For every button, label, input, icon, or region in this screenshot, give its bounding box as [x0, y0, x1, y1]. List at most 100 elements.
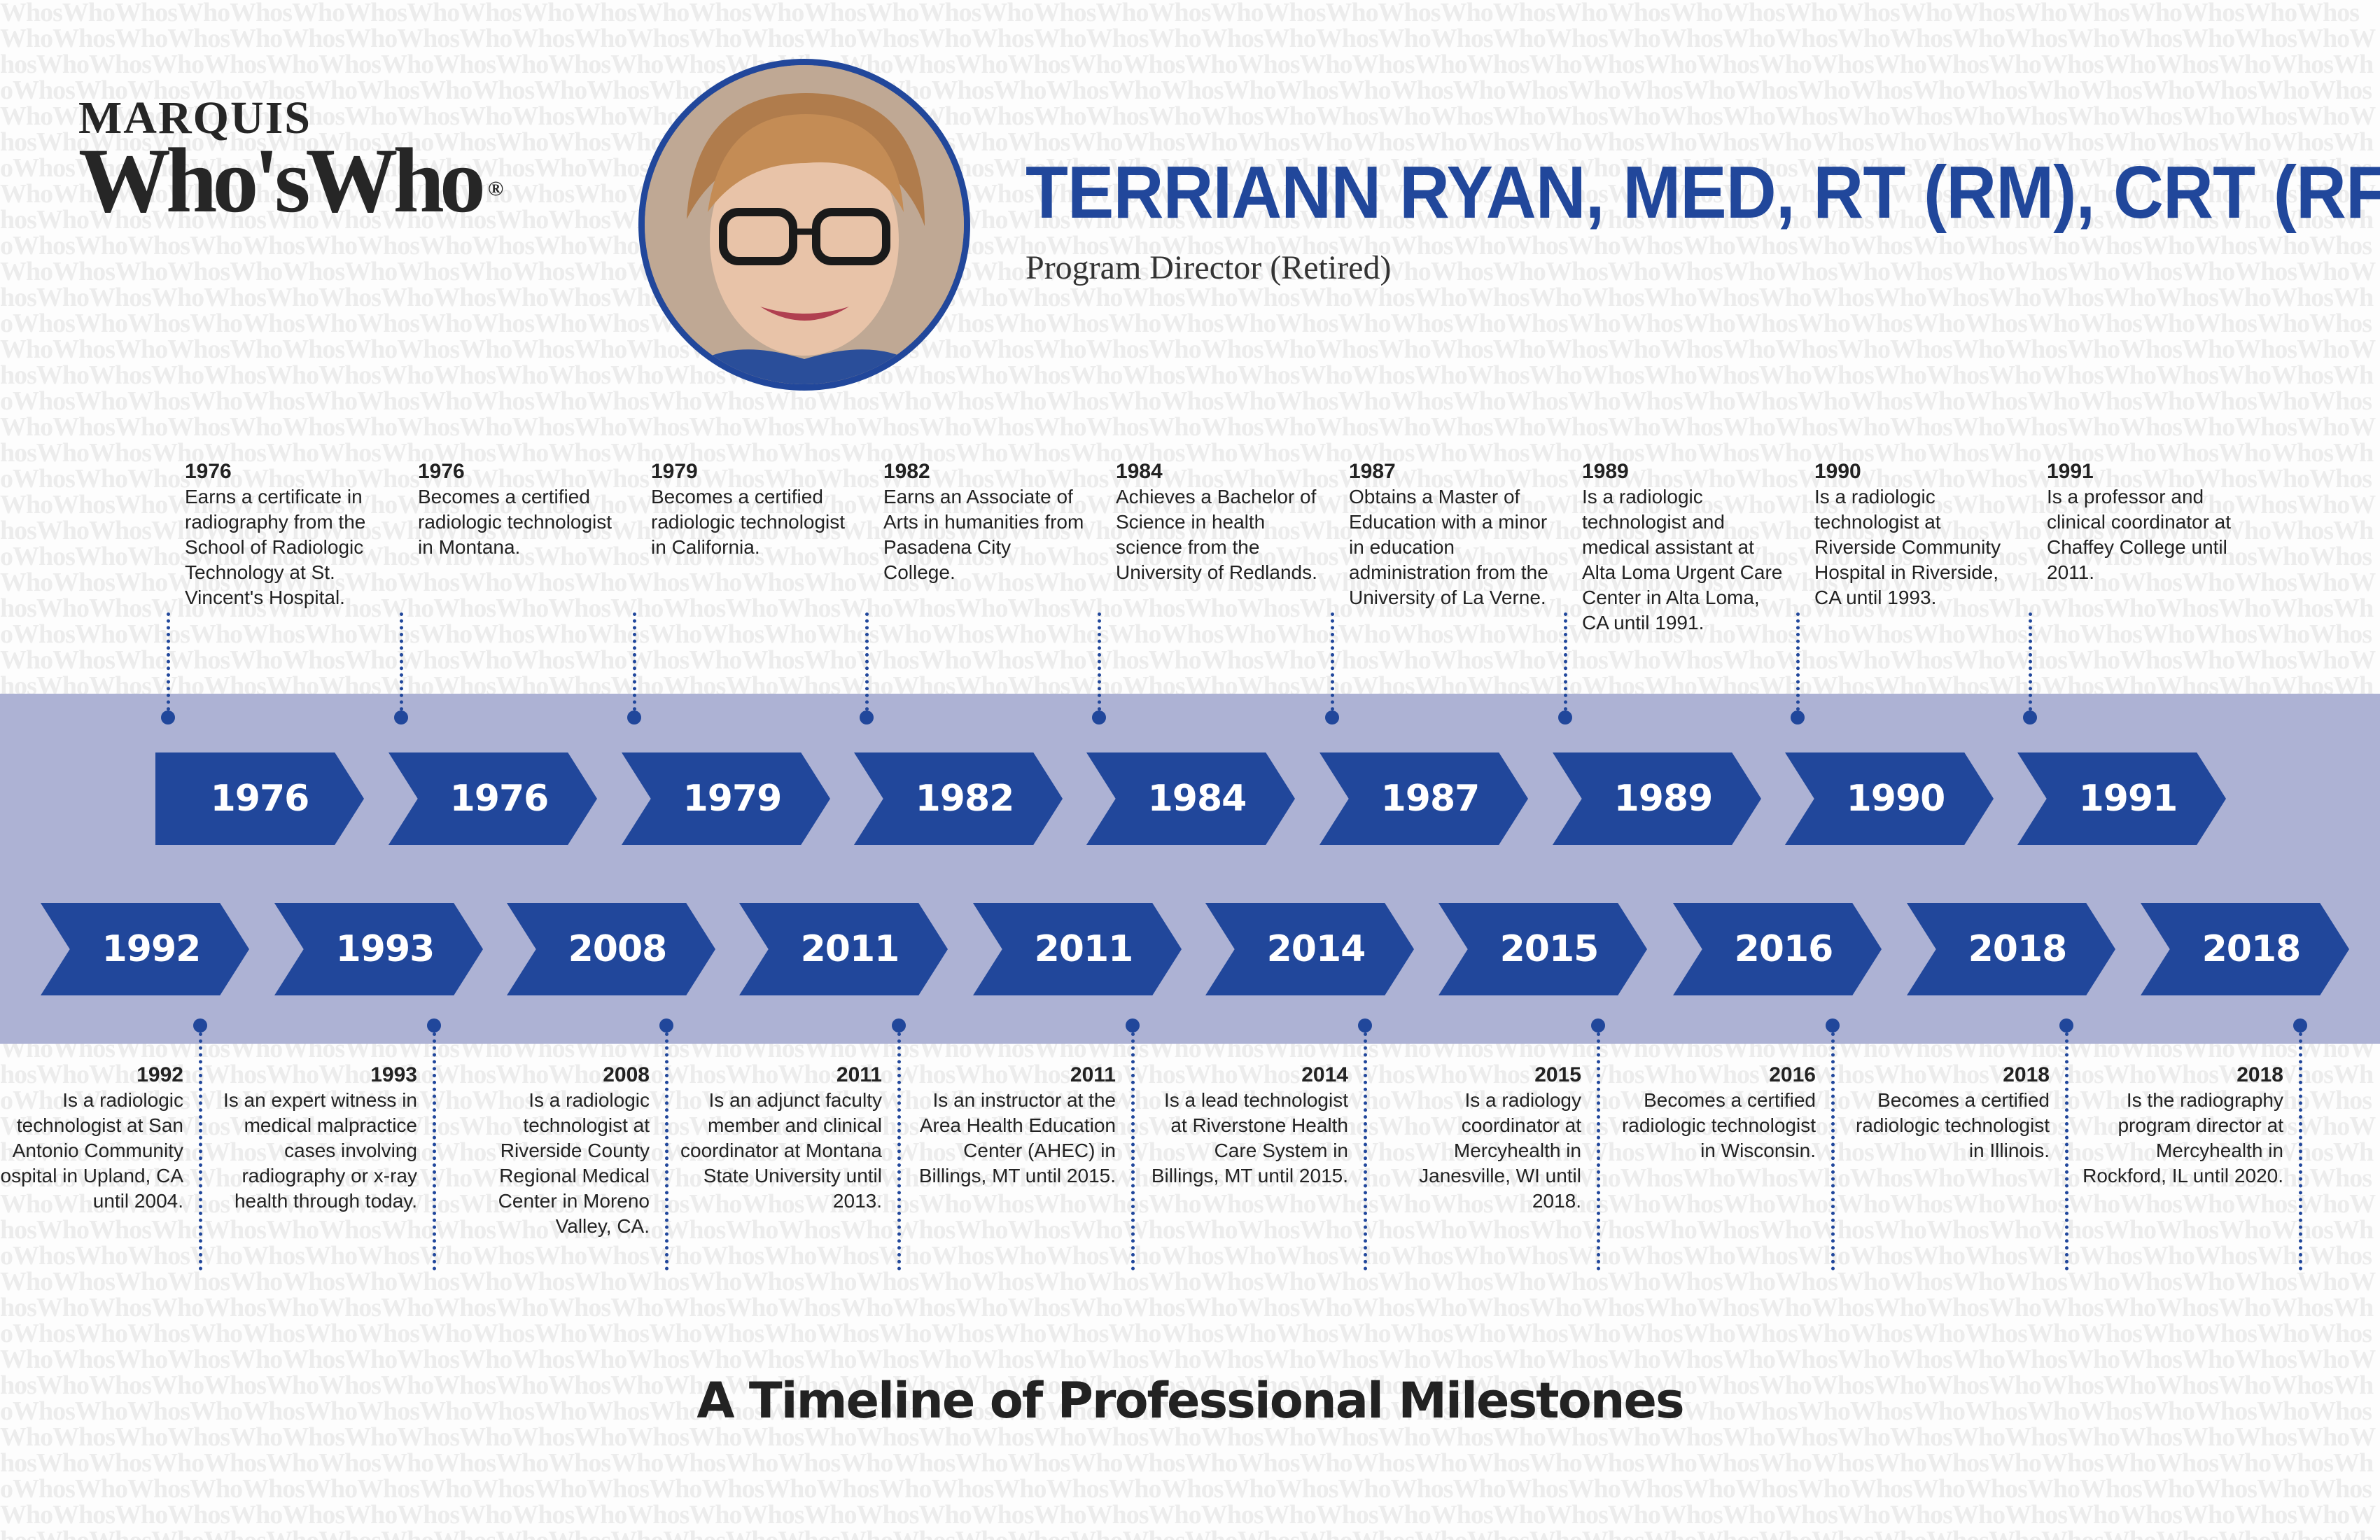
milestone-text: Is a professor and clinical coordinator … — [2047, 486, 2232, 583]
timeline-chevron-bottom: 1992 — [41, 903, 249, 995]
milestone-text: Is an instructor at the Area Health Educ… — [918, 1089, 1116, 1186]
connector-dot — [427, 1018, 441, 1032]
connector-dot — [1126, 1018, 1140, 1032]
milestone-text: Is a radiologic technologist at San Anto… — [0, 1089, 183, 1212]
milestone-year: 1990 — [1814, 460, 1861, 483]
milestone-year: 2018 — [2003, 1063, 2050, 1086]
timeline-chevron-bottom: 2014 — [1205, 903, 1414, 995]
milestone-entry: 2015 Is a radiology coordinator at Mercyh… — [1378, 1063, 1581, 1214]
milestone-entry: 1979 Becomes a certified radiologic techn… — [651, 459, 854, 560]
connector-dot — [1826, 1018, 1840, 1032]
connector-dot — [627, 710, 641, 724]
connector-line — [400, 612, 403, 718]
connector-line — [865, 612, 869, 718]
milestone-entry: 1987 Obtains a Master of Education with a… — [1349, 459, 1552, 610]
milestone-text: Is a lead technologist at Riverstone Hea… — [1151, 1089, 1348, 1186]
milestone-year: 1987 — [1349, 460, 1396, 483]
milestone-entry: 2011 Is an instructor at the Area Health … — [913, 1063, 1116, 1189]
milestone-entry: 1992 Is a radiologic technologist at San … — [0, 1063, 183, 1214]
milestone-year: 1989 — [1582, 460, 1629, 483]
connector-dot — [1591, 1018, 1605, 1032]
connector-dot — [1092, 710, 1106, 724]
milestone-year: 2014 — [1301, 1063, 1348, 1086]
milestone-text: Becomes a certified radiologic technolog… — [1621, 1089, 1816, 1161]
timeline-chevron-bottom: 2011 — [739, 903, 948, 995]
milestone-text: Becomes a certified radiologic technolog… — [418, 486, 612, 558]
connector-dot — [193, 1018, 207, 1032]
milestone-text: Is the radiography program director at M… — [2082, 1089, 2283, 1186]
milestone-entry: 1976 Becomes a certified radiologic techn… — [418, 459, 621, 560]
timeline-chevron-top: 1979 — [622, 752, 830, 845]
connector-line — [633, 612, 636, 718]
milestone-text: Achieves a Bachelor of Science in health… — [1116, 486, 1317, 583]
milestone-text: Is an adjunct faculty member and clinica… — [680, 1089, 882, 1212]
connector-dot — [2023, 710, 2037, 724]
portrait-image — [645, 65, 964, 384]
milestone-year: 2011 — [1070, 1063, 1116, 1086]
timeline-chevron-top: 1976 — [155, 752, 364, 845]
connector-line — [897, 1032, 901, 1270]
milestone-entry: 2014 Is a lead technologist at Riverstone… — [1145, 1063, 1348, 1189]
milestone-entry: 1984 Achieves a Bachelor of Science in he… — [1116, 459, 1319, 585]
connector-dot — [2293, 1018, 2307, 1032]
timeline-chevron-bottom: 2018 — [2141, 903, 2349, 995]
connector-line — [1597, 1032, 1600, 1270]
milestone-year: 2011 — [836, 1063, 882, 1086]
milestone-year: 2018 — [2236, 1063, 2283, 1086]
milestone-year: 1992 — [136, 1063, 183, 1086]
milestone-text: Is a radiology coordinator at Mercyhealt… — [1419, 1089, 1581, 1212]
milestone-year: 1976 — [418, 460, 465, 483]
timeline-chevron-top: 1982 — [854, 752, 1063, 845]
milestone-entry: 2008 Is a radiologic technologist at Rive… — [447, 1063, 650, 1239]
connector-line — [433, 1032, 436, 1270]
connector-dot — [659, 1018, 673, 1032]
milestone-entry: 1982 Earns an Associate of Arts in humani… — [883, 459, 1086, 585]
milestone-text: Is a radiologic technologist at Riversid… — [498, 1089, 650, 1237]
timeline-chevron-top: 1991 — [2017, 752, 2226, 845]
timeline-chevron-top: 1984 — [1086, 752, 1295, 845]
milestone-entry: 2011 Is an adjunct faculty member and cli… — [679, 1063, 882, 1214]
milestone-text: Is a radiologic technologist at Riversid… — [1814, 486, 2001, 608]
timeline-chevron-bottom: 2015 — [1438, 903, 1647, 995]
connector-line — [665, 1032, 668, 1270]
milestone-entry: 1990 Is a radiologic technologist at Rive… — [1814, 459, 2017, 610]
marquis-whos-who-logo: MARQUIS Who'sWho ® — [78, 95, 504, 232]
milestone-entry: 2018 Is the radiography program director … — [2080, 1063, 2283, 1189]
connector-line — [1831, 1032, 1835, 1270]
timeline-heading: A Timeline of Professional Milestones — [696, 1372, 1684, 1429]
milestone-year: 1984 — [1116, 460, 1163, 483]
timeline-chevron-top: 1990 — [1785, 752, 1994, 845]
timeline-chevron-bottom: 2018 — [1907, 903, 2115, 995]
milestone-entry: 2018 Becomes a certified radiologic techn… — [1847, 1063, 2050, 1163]
connector-line — [1564, 612, 1567, 718]
milestone-year: 1979 — [651, 460, 698, 483]
connector-dot — [1358, 1018, 1372, 1032]
milestone-year: 1982 — [883, 460, 930, 483]
connector-dot — [2059, 1018, 2073, 1032]
milestone-text: Is an expert witness in medical malpract… — [223, 1089, 417, 1212]
milestone-entry: 2016 Becomes a certified radiologic techn… — [1613, 1063, 1816, 1163]
timeline-chevron-top: 1976 — [388, 752, 597, 845]
connector-line — [167, 612, 170, 718]
milestone-year: 2008 — [603, 1063, 650, 1086]
connector-dot — [892, 1018, 906, 1032]
milestone-year: 2016 — [1769, 1063, 1816, 1086]
milestone-entry: 1976 Earns a certificate in radiography f… — [185, 459, 388, 610]
connector-line — [2065, 1032, 2068, 1270]
connector-dot — [394, 710, 408, 724]
timeline-chevron-bottom: 2016 — [1673, 903, 1882, 995]
registered-mark: ® — [487, 177, 504, 200]
milestone-entry: 1991 Is a professor and clinical coordina… — [2047, 459, 2250, 585]
milestone-entry: 1989 Is a radiologic technologist and med… — [1582, 459, 1785, 636]
logo-whos-who-text: Who'sWho ® — [78, 129, 504, 232]
timeline-chevron-top: 1987 — [1320, 752, 1528, 845]
person-name-title: TERRIANN RYAN, MED, RT (RM), CRT (RFM) — [1026, 151, 2380, 234]
milestone-year: 2015 — [1534, 1063, 1581, 1086]
connector-dot — [1325, 710, 1339, 724]
milestone-text: Earns an Associate of Arts in humanities… — [883, 486, 1084, 583]
milestone-year: 1993 — [370, 1063, 417, 1086]
milestone-year: 1976 — [185, 460, 232, 483]
timeline-chevron-bottom: 1993 — [274, 903, 483, 995]
milestone-text: Is a radiologic technologist and medical… — [1582, 486, 1783, 634]
milestone-entry: 1993 Is an expert witness in medical malp… — [214, 1063, 417, 1214]
